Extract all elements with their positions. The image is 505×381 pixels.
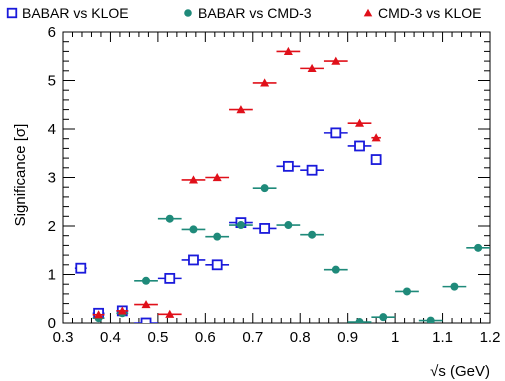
- data-point: [189, 225, 198, 234]
- data-point: [308, 230, 317, 239]
- data-point: [165, 309, 175, 318]
- data-point: [331, 56, 341, 65]
- data-point: [354, 140, 365, 152]
- y-tick-label: 3: [48, 170, 56, 187]
- x-tick-label: 1.1: [432, 329, 453, 346]
- data-point: [450, 282, 459, 291]
- x-tick-label: 0.6: [195, 329, 216, 346]
- data-point: [379, 313, 388, 322]
- legend-marker: [184, 9, 192, 17]
- data-point: [371, 133, 381, 142]
- data-point: [211, 259, 223, 271]
- data-point: [75, 262, 87, 274]
- x-tick-label: 0.9: [337, 329, 358, 346]
- data-point: [94, 310, 104, 319]
- series-cmd-3-vs-kloe: [92, 46, 381, 319]
- data-point: [282, 160, 294, 172]
- data-point: [260, 78, 270, 87]
- data-point: [236, 221, 245, 230]
- data-point: [355, 318, 364, 323]
- data-point: [140, 317, 152, 323]
- plot-frame: [62, 31, 491, 324]
- data-point: [141, 300, 151, 309]
- y-tick-label: 0: [48, 315, 56, 332]
- y-axis-title: Significance [σ]: [12, 124, 29, 227]
- series-layer: [74, 46, 490, 323]
- data-point: [330, 127, 342, 139]
- y-tick-label: 1: [48, 267, 56, 284]
- y-tick-label: 6: [48, 24, 56, 41]
- x-tick-label: 0.8: [290, 329, 311, 346]
- x-tick-label: 0.5: [147, 329, 168, 346]
- data-point: [307, 63, 317, 72]
- legend-marker: [363, 8, 373, 17]
- data-point: [260, 184, 269, 193]
- legend-label: CMD-3 vs KLOE: [378, 5, 481, 21]
- plot-border: [62, 31, 491, 324]
- data-point: [117, 306, 127, 315]
- data-point: [370, 154, 382, 165]
- x-tick-label: 1: [391, 329, 399, 346]
- data-point: [213, 232, 222, 241]
- data-point: [164, 272, 176, 284]
- y-tick-label: 5: [48, 73, 56, 90]
- data-point: [212, 173, 222, 182]
- legend-label: BABAR vs CMD-3: [198, 5, 312, 21]
- data-point: [188, 254, 199, 266]
- data-point: [142, 276, 151, 285]
- data-point: [306, 164, 318, 176]
- x-tick-label: 0.7: [242, 329, 263, 346]
- x-tick-label: 0.4: [100, 329, 121, 346]
- data-point: [331, 265, 340, 274]
- y-tick-label: 4: [48, 121, 56, 138]
- x-axis: 0.3 0.4 0.5 0.6 0.7 0.8 0.9 1 1.1 1.2: [53, 32, 501, 346]
- x-tick-label: 0.3: [53, 329, 74, 346]
- data-point: [259, 223, 271, 234]
- legend-label: BABAR vs KLOE: [22, 5, 129, 21]
- data-point: [188, 175, 198, 184]
- x-tick-label: 1.2: [480, 329, 501, 346]
- data-point: [283, 46, 293, 55]
- y-axis: 0 1 2 3 4 5 6: [48, 24, 490, 332]
- legend-marker: [6, 7, 18, 19]
- legend: BABAR vs KLOE BABAR vs CMD-3 CMD-3 vs KLOE: [6, 5, 481, 21]
- data-point: [236, 105, 246, 114]
- data-point: [165, 214, 174, 223]
- x-axis-title: √s (GeV): [430, 363, 490, 380]
- data-point: [402, 287, 411, 296]
- data-point: [474, 243, 483, 252]
- data-point: [284, 221, 293, 230]
- data-point: [426, 316, 435, 323]
- series-babar-vs-kloe: [74, 127, 382, 323]
- data-point: [355, 118, 365, 127]
- y-tick-label: 2: [48, 218, 56, 235]
